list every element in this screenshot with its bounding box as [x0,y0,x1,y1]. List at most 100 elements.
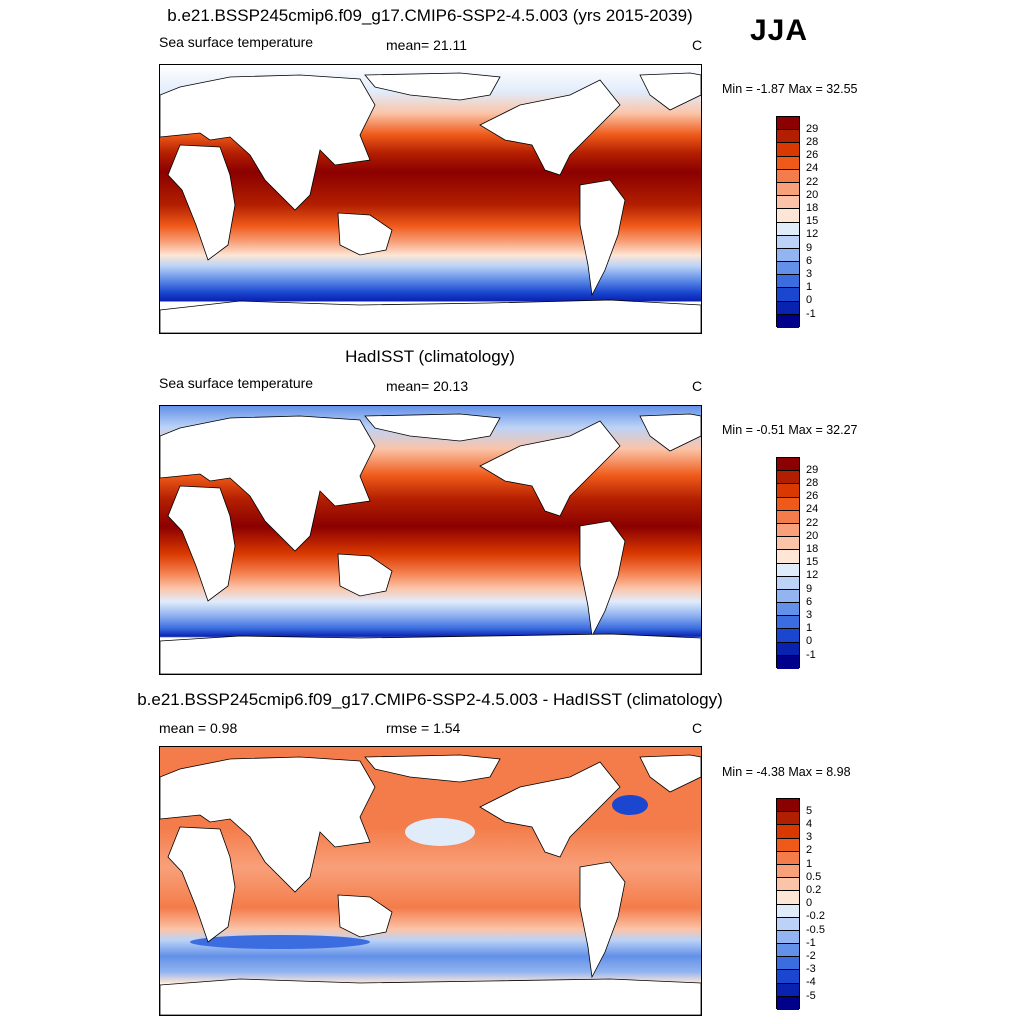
colorbar-tick-label: 6 [806,595,813,608]
colorbar-swatch [777,458,799,472]
colorbar [776,116,800,328]
colorbar-tick-label: 0 [806,294,813,307]
colorbar-tick-label: 0 [806,897,813,910]
colorbar-tick-label: 9 [806,582,813,595]
colorbar-swatch [777,799,799,813]
colorbar-tick-label: -1 [806,648,816,661]
colorbar-swatch [777,169,799,183]
colorbar-swatch [777,497,799,511]
colorbar-swatch [777,182,799,197]
colorbar-swatch [777,812,799,826]
colorbar-tick-label: 28 [806,135,819,148]
map-graphic [160,65,701,333]
colorbar-swatch [777,655,799,669]
colorbar-swatch [777,209,799,223]
map-graphic [160,747,701,1015]
colorbar-tick-label: 29 [806,463,819,476]
minmax-label: Min = -4.38 Max = 8.98 [722,765,851,779]
colorbar-tick-label: 18 [806,542,819,555]
colorbar-swatch [777,235,799,249]
colorbar-tick-label: 20 [806,188,819,201]
colorbar-swatch [777,838,799,852]
colorbar-tick-label: 28 [806,476,819,489]
colorbar-tick-label: -0.2 [806,910,825,923]
colorbar-tick-label: 3 [806,267,813,280]
colorbar-swatch [777,970,799,984]
colorbar-tick-label: -2 [806,949,816,962]
colorbar-swatch [777,510,799,524]
colorbar-tick-label: 26 [806,149,819,162]
colorbar-tick-label: 15 [806,215,819,228]
colorbar-tick-label: 26 [806,490,819,503]
colorbar-swatch [777,288,799,302]
colorbar-swatch [777,537,799,551]
mean-label: mean = 0.98 [159,720,238,736]
colorbar-tick-label: 1 [806,857,813,870]
colorbar-swatch [777,917,799,931]
colorbar-swatch [777,944,799,958]
colorbar-tick-label: -5 [806,989,816,1002]
colorbar-swatch [777,275,799,289]
colorbar-tick-label: 0 [806,635,813,648]
colorbar-tick-label: 2 [806,844,813,857]
minmax-label: Min = -1.87 Max = 32.55 [722,82,858,96]
colorbar-swatch [777,262,799,276]
colorbar-tick-label: 12 [806,569,819,582]
colorbar-tick-label: 6 [806,254,813,267]
colorbar [776,457,800,669]
colorbar-swatch [777,563,799,577]
colorbar-tick-label: -1 [806,936,816,949]
colorbar-swatch [777,930,799,945]
colorbar-tick-label: 0.5 [806,870,822,883]
colorbar-swatch [777,156,799,170]
colorbar-swatch [777,851,799,865]
colorbar-tick-label: 29 [806,122,819,135]
colorbar-swatch [777,996,799,1010]
colorbar-tick-label: 5 [806,804,813,817]
map-graphic [160,406,701,674]
colorbar-tick-label: 15 [806,556,819,569]
units-label: C [692,378,703,394]
colorbar-swatch [777,616,799,630]
variable-label: Sea surface temperature [159,34,314,50]
colorbar-tick-label: -4 [806,976,816,989]
colorbar-swatch [777,550,799,564]
colorbar-tick-label: 18 [806,201,819,214]
colorbar-tick-label: -0.5 [806,923,825,936]
colorbar-swatch [777,196,799,210]
colorbar-tick-label: 3 [806,831,813,844]
colorbar-tick-label: 24 [806,162,819,175]
colorbar-swatch [777,891,799,905]
units-label: C [692,37,703,53]
colorbar-tick-label: 4 [806,817,813,830]
colorbar-swatch [777,878,799,892]
season-label: JJA [750,14,809,47]
colorbar-swatch [777,864,799,879]
colorbar-swatch [777,301,799,315]
colorbar [776,798,800,1010]
colorbar-swatch [777,248,799,263]
colorbar-swatch [777,576,799,590]
colorbar-tick-label: 20 [806,529,819,542]
colorbar-tick-label: 0.2 [806,883,822,896]
colorbar-tick-label: 1 [806,281,813,294]
colorbar-swatch [777,629,799,643]
colorbar-tick-label: 22 [806,175,819,188]
rmse-label: rmse = 1.54 [386,720,461,736]
colorbar-tick-label: 12 [806,228,819,241]
colorbar-tick-label: 3 [806,608,813,621]
colorbar-swatch [777,143,799,157]
panel-title: b.e21.BSSP245cmip6.f09_g17.CMIP6-SSP2-4.… [137,690,723,709]
mean-label: mean= 20.13 [386,378,469,394]
colorbar-tick-label: 1 [806,622,813,635]
colorbar-swatch [777,130,799,144]
colorbar-swatch [777,957,799,971]
colorbar-swatch [777,523,799,538]
variable-label: Sea surface temperature [159,375,314,391]
colorbar-tick-label: 9 [806,241,813,254]
colorbar-swatch [777,484,799,498]
panel-title: HadISST (climatology) [345,347,515,366]
colorbar-swatch [777,117,799,131]
colorbar-tick-label: -3 [806,963,816,976]
minmax-label: Min = -0.51 Max = 32.27 [722,423,858,437]
